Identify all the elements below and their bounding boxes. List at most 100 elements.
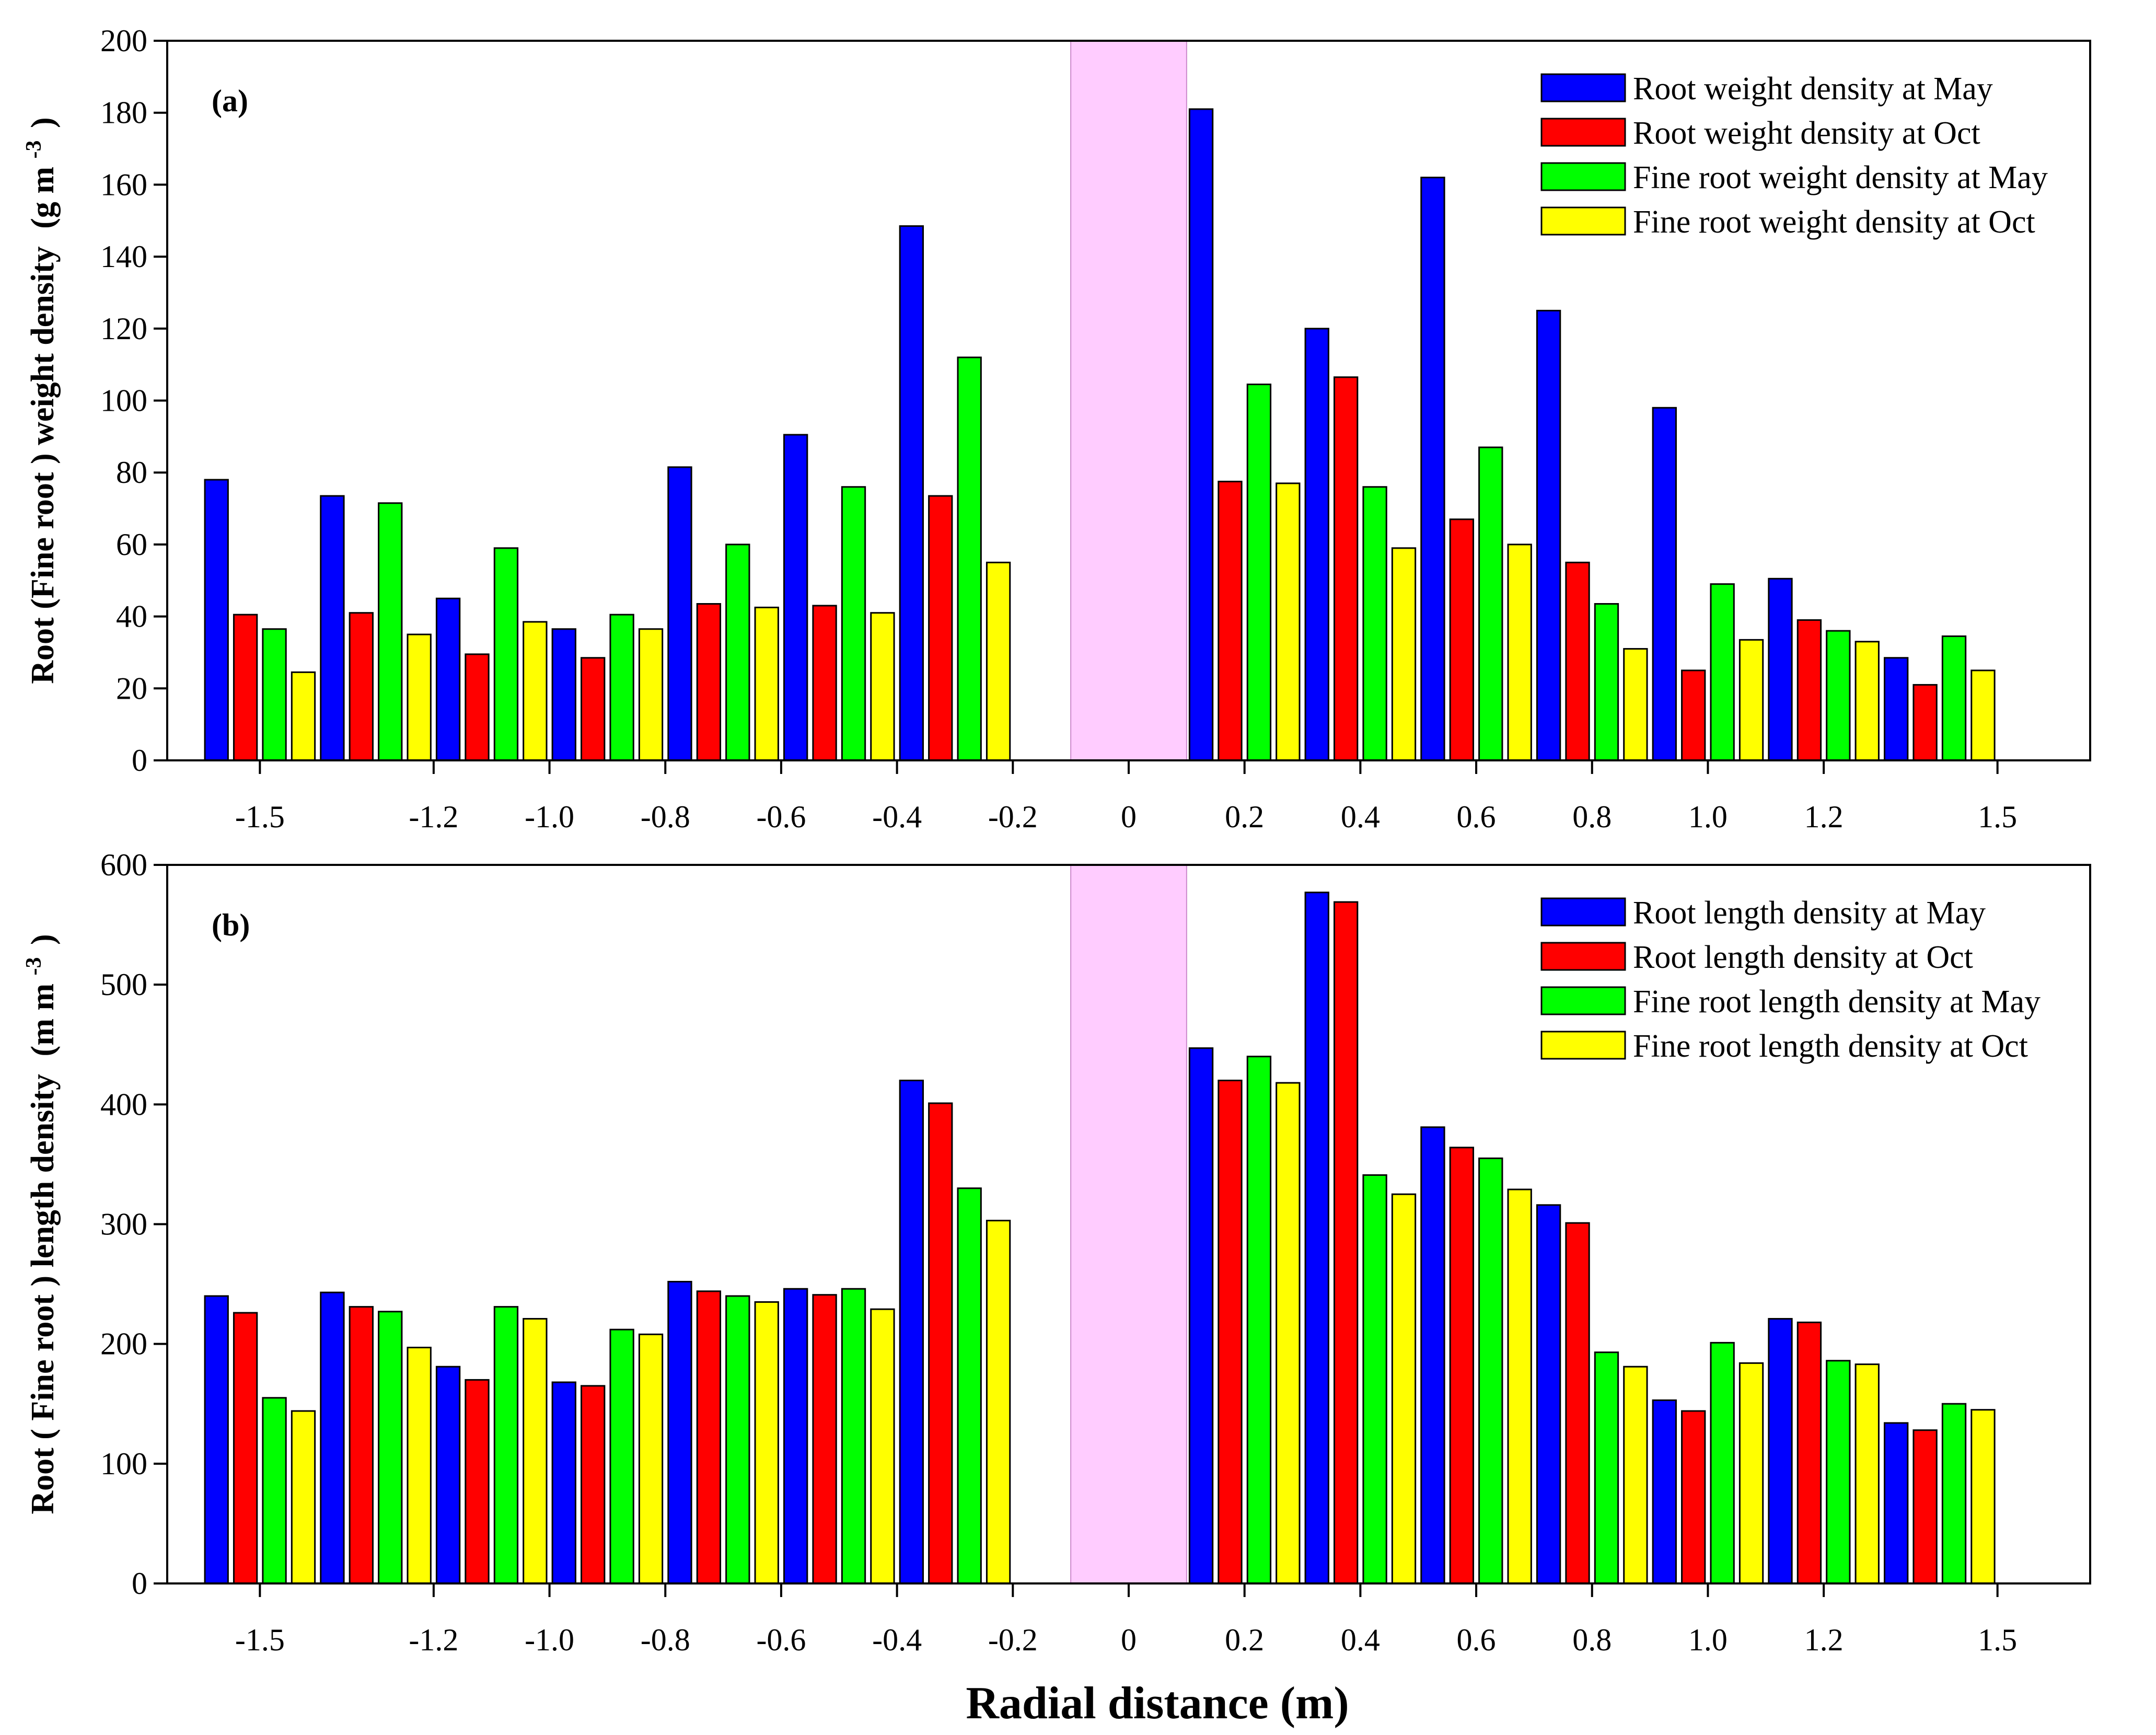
x-tick-label: 1.2 (1804, 800, 1844, 834)
bar-root-weight-density-at-oct-0-9 (1681, 669, 1706, 761)
bar-fine-root-length-density-at-may-1-1 (493, 1306, 519, 1584)
bar-root-weight-density-at-may-1-3 (320, 495, 345, 761)
bar-root-length-density-at-oct-1-1 (1796, 1321, 1822, 1584)
bar-root-weight-density-at-may-0-5 (783, 434, 808, 761)
y-axis-label: Root ( Fine root ) length density (m m -… (13, 934, 61, 1514)
x-tick-label: -0.6 (756, 1623, 806, 1657)
bars-group (204, 892, 1996, 1584)
bar-fine-root-length-density-at-may-0-9 (1710, 1341, 1735, 1584)
bar-root-weight-density-at-oct-1-1 (1796, 619, 1822, 761)
bar-root-length-density-at-may-0-9 (1652, 1399, 1677, 1584)
legend-swatch-fine-root-length-density-at-oct (1540, 1031, 1626, 1060)
bar-fine-root-weight-density-at-oct-0-7 (1623, 648, 1648, 761)
bar-fine-root-weight-density-at-may-0-3 (1362, 486, 1387, 761)
bar-fine-root-weight-density-at-may-0-9 (1710, 583, 1735, 761)
bar-fine-root-weight-density-at-may-1-3 (378, 502, 403, 761)
x-tick-label: -0.4 (872, 1623, 922, 1657)
bar-root-length-density-at-oct-0-9 (581, 1385, 606, 1584)
bar-fine-root-length-density-at-oct-1-3 (407, 1347, 432, 1584)
x-tick-label: 0 (1121, 1623, 1137, 1657)
x-tick-label: -1.5 (235, 1623, 285, 1657)
bar-fine-root-length-density-at-oct-0-7 (754, 1301, 779, 1584)
x-tick-label: -0.6 (756, 800, 806, 834)
y-axis-label: Root (Fine root ) weight density (g m -3… (13, 117, 61, 684)
legend-swatch-fine-root-weight-density-at-may (1540, 162, 1626, 191)
bar-fine-root-length-density-at-may-0-1 (1246, 1056, 1272, 1584)
bar-fine-root-weight-density-at-may-0-7 (725, 543, 750, 761)
x-tick-label: 0.8 (1572, 800, 1612, 834)
x-tick-label: 0.6 (1457, 800, 1496, 834)
bar-root-length-density-at-may-1-3 (320, 1291, 345, 1584)
y-axis-label-close: ) (25, 934, 61, 945)
x-tick-label: 0.6 (1457, 1623, 1496, 1657)
bar-root-length-density-at-may-0-5 (1420, 1126, 1445, 1584)
bar-root-length-density-at-oct-0-3 (928, 1102, 953, 1584)
y-tick-label: 500 (100, 967, 147, 1002)
y-tick-label: 60 (116, 527, 147, 562)
bar-root-length-density-at-oct-1-5 (233, 1312, 258, 1584)
bar-fine-root-length-density-at-may-0-3 (957, 1187, 982, 1584)
x-tick-label: 1.0 (1688, 800, 1728, 834)
y-tick-label: 40 (116, 599, 147, 634)
bar-root-weight-density-at-oct-1-5 (233, 614, 258, 761)
x-tick-label: 0.2 (1225, 1623, 1264, 1657)
bar-fine-root-weight-density-at-may-0-1 (1246, 384, 1272, 761)
x-tick-label: 1.2 (1804, 1623, 1844, 1657)
bar-root-weight-density-at-oct-1-1 (465, 653, 490, 761)
y-axis-label-main: Root (Fine root ) weight density (25, 246, 61, 684)
bar-root-length-density-at-oct-0-7 (696, 1290, 722, 1584)
bar-fine-root-weight-density-at-may-0-5 (1478, 446, 1503, 761)
y-tick-label: 120 (100, 311, 147, 346)
bar-fine-root-weight-density-at-may-1-1 (1826, 630, 1851, 761)
bar-fine-root-weight-density-at-oct-0-7 (754, 606, 779, 761)
bar-fine-root-length-density-at-oct-0-5 (870, 1308, 895, 1584)
panel-label: (a) (212, 84, 248, 118)
bar-root-weight-density-at-may-1-3 (1884, 657, 1909, 761)
bar-fine-root-length-density-at-oct-1-1 (523, 1318, 548, 1584)
panel-b: 0 100 200 300 400 500 600 -1.5 -1.2 -1.0 -0.8 -0.6… (13, 848, 2091, 1657)
bar-root-weight-density-at-may-0-5 (1420, 177, 1445, 761)
legend-swatch-root-length-density-at-oct (1540, 942, 1626, 971)
bar-root-length-density-at-may-0-3 (899, 1080, 924, 1584)
bar-root-length-density-at-oct-1-3 (349, 1306, 374, 1584)
legend-label-root-weight-density-at-may: Root weight density at May (1633, 71, 1993, 107)
bar-root-weight-density-at-may-0-9 (551, 628, 576, 761)
x-tick-label: -0.2 (988, 1623, 1038, 1657)
x-axis: -1.5 -1.2 -1.0 -0.8 -0.6 -0.4 -0.2 0 0.2 0.4 0.6 0.… (235, 760, 2017, 834)
y-tick-label: 140 (100, 239, 147, 274)
bar-fine-root-length-density-at-may-0-9 (609, 1328, 634, 1584)
x-tick-label: -1.0 (525, 1623, 574, 1657)
bars-group (204, 108, 1996, 761)
bar-fine-root-length-density-at-oct-0-9 (1738, 1362, 1764, 1584)
bar-fine-root-weight-density-at-oct-0-3 (986, 561, 1011, 761)
legend-label-root-length-density-at-oct: Root length density at Oct (1633, 940, 1973, 975)
bar-fine-root-length-density-at-oct-0-3 (986, 1220, 1011, 1584)
bar-root-length-density-at-oct-0-3 (1333, 901, 1359, 1584)
bar-root-length-density-at-may-0-7 (667, 1281, 692, 1584)
bar-root-length-density-at-oct-0-9 (1681, 1410, 1706, 1584)
bar-fine-root-length-density-at-may-0-3 (1362, 1174, 1387, 1584)
bar-root-length-density-at-oct-0-1 (1218, 1080, 1243, 1584)
y-tick-label: 200 (100, 1327, 147, 1361)
bar-fine-root-weight-density-at-oct-1-1 (523, 621, 548, 761)
bar-fine-root-weight-density-at-oct-1-3 (407, 633, 432, 761)
y-tick-label: 0 (132, 743, 147, 778)
bar-root-weight-density-at-may-0-9 (1652, 407, 1677, 761)
bar-root-length-density-at-may-1-1 (435, 1366, 461, 1584)
bar-fine-root-length-density-at-may-0-5 (1478, 1157, 1503, 1584)
bar-fine-root-length-density-at-may-0-7 (1594, 1351, 1619, 1584)
panel-label: (b) (212, 908, 250, 942)
bar-root-weight-density-at-may-0-7 (1536, 309, 1561, 761)
bar-fine-root-length-density-at-oct-0-5 (1507, 1188, 1532, 1584)
bar-root-length-density-at-oct-0-7 (1565, 1222, 1590, 1584)
legend-swatch-root-weight-density-at-may (1540, 73, 1626, 102)
x-axis-title: Radial distance (m) (966, 1678, 1349, 1729)
legend: Root length density at May Root length de… (1540, 895, 2041, 1064)
trunk-band (1070, 40, 1187, 761)
y-tick-label: 300 (100, 1207, 147, 1242)
bar-fine-root-length-density-at-oct-1-1 (1854, 1363, 1880, 1584)
y-axis-label-close: ) (25, 117, 61, 128)
bar-fine-root-weight-density-at-oct-0-9 (638, 628, 664, 761)
x-tick-label: -1.2 (409, 800, 458, 834)
